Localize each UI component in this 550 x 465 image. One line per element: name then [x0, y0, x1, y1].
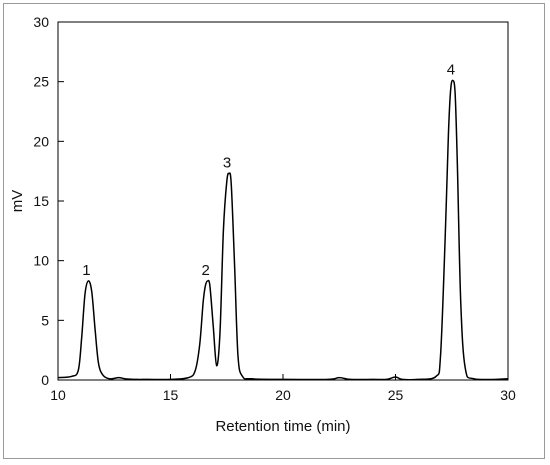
- plot-area: [57, 21, 509, 381]
- x-tick-label: 10: [50, 387, 66, 403]
- peak-label-4: 4: [447, 61, 455, 78]
- peak-label-3: 3: [223, 155, 231, 172]
- y-tick-label: 0: [41, 372, 49, 388]
- y-tick-label: 10: [33, 253, 49, 269]
- peak-label-1: 1: [82, 262, 90, 279]
- x-tick-label: 30: [500, 387, 516, 403]
- chart-frame: [3, 3, 545, 459]
- y-tick-label: 20: [33, 133, 49, 149]
- chromatogram-trace: [57, 79, 509, 381]
- x-tick-label: 25: [388, 387, 404, 403]
- y-tick-label: 25: [33, 74, 49, 90]
- y-tick-label: 5: [41, 312, 49, 328]
- y-tick-label: 15: [33, 193, 49, 209]
- x-tick-labels: 10 15 20 25 30: [50, 387, 516, 403]
- peak-label-2: 2: [201, 262, 209, 279]
- x-axis-title: Retention time (min): [215, 418, 350, 435]
- peak-labels: 1 2 3 4: [82, 61, 455, 278]
- y-tick-labels: 0 5 10 15 20 25 30: [33, 14, 49, 388]
- x-tick-label: 20: [275, 387, 291, 403]
- y-tick-label: 30: [33, 14, 49, 30]
- y-axis-title: mV: [9, 190, 26, 213]
- x-tick-label: 15: [163, 387, 179, 403]
- axis-ticks: [57, 21, 509, 381]
